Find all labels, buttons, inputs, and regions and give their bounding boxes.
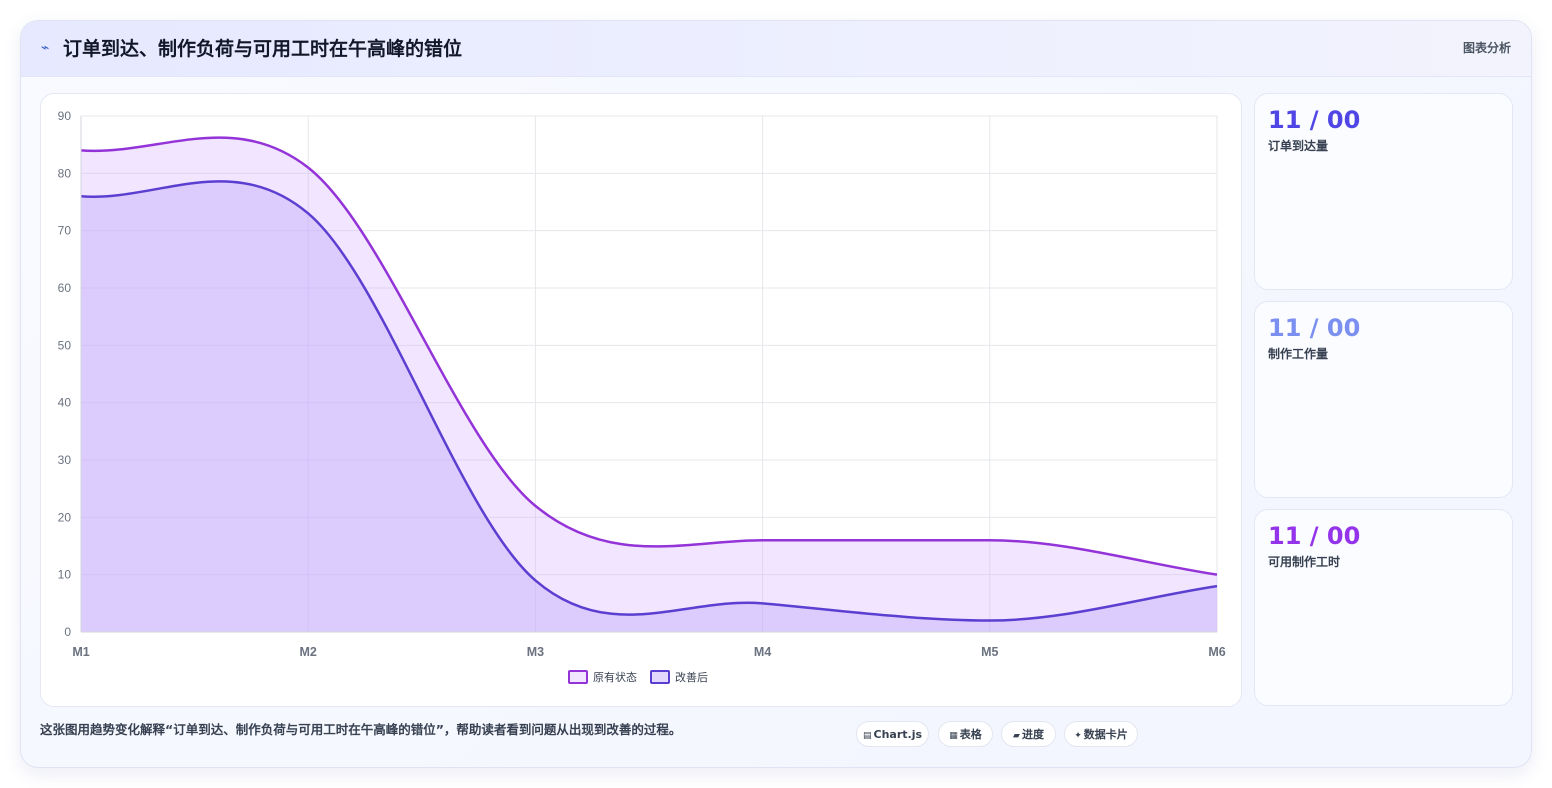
stat-value: 11 / 00 xyxy=(1268,314,1361,342)
y-tick-label: 90 xyxy=(58,109,72,123)
stat-card-orders: 11 / 00 订单到达量 xyxy=(1254,93,1513,290)
y-tick-label: 60 xyxy=(58,281,72,295)
stat-label: 可用制作工时 xyxy=(1268,555,1341,569)
stat-value: 11 / 00 xyxy=(1268,106,1361,134)
y-tick-label: 80 xyxy=(58,166,72,180)
chip-data-card[interactable]: ✦ 数据卡片 xyxy=(1064,721,1138,747)
stat-label: 订单到达量 xyxy=(1268,139,1329,153)
page-title: 订单到达、制作负荷与可用工时在午高峰的错位 xyxy=(63,38,463,60)
stat-label: 制作工作量 xyxy=(1268,347,1329,361)
y-tick-label: 10 xyxy=(58,568,72,582)
series-line-1 xyxy=(80,180,1218,622)
y-tick-label: 50 xyxy=(58,338,72,352)
series-area-1 xyxy=(81,181,1217,633)
legend-label: 改善后 xyxy=(675,670,708,684)
y-tick-label: 0 xyxy=(64,625,71,639)
stat-card-workload: 11 / 00 制作工作量 xyxy=(1254,301,1513,498)
chart-icon: ▤ xyxy=(862,731,872,741)
table-icon: ▦ xyxy=(949,731,958,741)
x-tick-label: M3 xyxy=(527,645,544,659)
series-line-0 xyxy=(80,136,1218,576)
y-tick-label: 40 xyxy=(58,396,72,410)
y-tick-label: 30 xyxy=(58,453,72,467)
card-header: ⌁ 订单到达、制作负荷与可用工时在午高峰的错位 图表分析 xyxy=(21,21,1531,77)
chip-chartjs[interactable]: ▤ Chart.js xyxy=(856,721,929,747)
chart-panel: 0 10 20 30 40 50 60 70 80 90 M1 M2 M3 M4 M5 M6 原有状态 改善后 xyxy=(40,93,1242,707)
stat-value: 11 / 00 xyxy=(1268,522,1361,550)
chip-table[interactable]: ▦ 表格 xyxy=(938,721,993,747)
analysis-card: ⌁ 订单到达、制作负荷与可用工时在午高峰的错位 图表分析 0 10 20 30 40 50… xyxy=(20,20,1532,768)
chart-description: 这张图用趋势变化解释“订单到达、制作负荷与可用工时在午高峰的错位”，帮助读者看到… xyxy=(40,722,682,737)
x-tick-label: M4 xyxy=(754,645,771,659)
x-tick-label: M1 xyxy=(72,645,89,659)
progress-icon: ▰ xyxy=(1013,731,1020,741)
series-area-0 xyxy=(81,137,1217,633)
header-tag: 图表分析 xyxy=(1462,41,1511,55)
card-icon: ✦ xyxy=(1074,731,1082,741)
x-tick-label: M6 xyxy=(1208,645,1225,659)
x-tick-label: M5 xyxy=(981,645,998,659)
chip-progress[interactable]: ▰ 进度 xyxy=(1001,721,1056,747)
x-tick-label: M2 xyxy=(300,645,317,659)
y-tick-label: 70 xyxy=(58,224,72,238)
stat-card-hours: 11 / 00 可用制作工时 xyxy=(1254,509,1513,706)
legend-swatch xyxy=(650,670,670,684)
legend-swatch xyxy=(568,670,588,684)
legend-label: 原有状态 xyxy=(593,670,637,684)
y-tick-label: 20 xyxy=(58,510,72,524)
chart-trend-icon: ⌁ xyxy=(41,40,50,56)
area-chart: 0 10 20 30 40 50 60 70 80 90 M1 M2 M3 M4 M5 M6 原有状态 改善后 xyxy=(58,109,1226,684)
